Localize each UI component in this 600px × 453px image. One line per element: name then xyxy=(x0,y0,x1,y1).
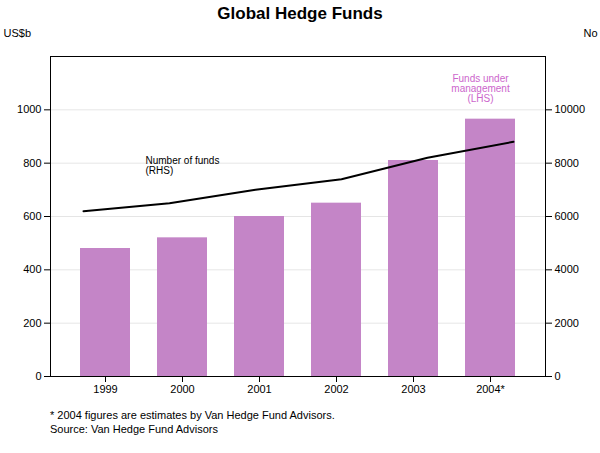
svg-text:8000: 8000 xyxy=(555,157,579,169)
svg-text:Number of funds(RHS): Number of funds(RHS) xyxy=(146,155,220,176)
svg-text:1999: 1999 xyxy=(93,383,117,395)
svg-text:No: No xyxy=(583,27,597,39)
svg-text:2004*: 2004* xyxy=(476,383,505,395)
svg-text:200: 200 xyxy=(23,317,41,329)
svg-text:400: 400 xyxy=(23,263,41,275)
svg-text:0: 0 xyxy=(35,370,41,382)
svg-text:0: 0 xyxy=(555,370,561,382)
html-text:Global Hedge Funds: Global Hedge Funds xyxy=(217,4,383,23)
html-text:Source: Van Hedge Fund Advisor: Source: Van Hedge Fund Advisors xyxy=(50,423,218,435)
svg-text:4000: 4000 xyxy=(555,263,579,275)
svg-text:10000: 10000 xyxy=(555,103,586,115)
html-text:* 2004 figures are estimates b: * 2004 figures are estimates by Van Hedg… xyxy=(50,409,335,421)
svg-text:2002: 2002 xyxy=(324,383,348,395)
svg-text:US$b: US$b xyxy=(4,27,32,39)
svg-text:1000: 1000 xyxy=(17,103,41,115)
svg-text:600: 600 xyxy=(23,210,41,222)
svg-text:6000: 6000 xyxy=(555,210,579,222)
svg-text:2000: 2000 xyxy=(170,383,194,395)
svg-text:Funds undermanagement(LHS): Funds undermanagement(LHS) xyxy=(451,73,510,104)
svg-text:2001: 2001 xyxy=(247,383,271,395)
svg-text:2003: 2003 xyxy=(401,383,425,395)
svg-text:800: 800 xyxy=(23,157,41,169)
svg-text:2000: 2000 xyxy=(555,317,579,329)
